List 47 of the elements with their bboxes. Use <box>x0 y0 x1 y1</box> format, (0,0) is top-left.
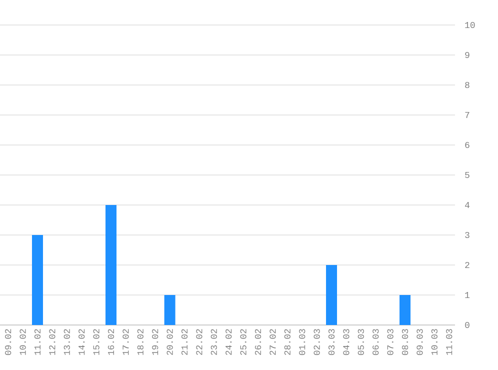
x-tick-label: 05.03 <box>358 329 364 355</box>
x-tick-label: 28.02 <box>284 329 290 355</box>
x-tick-label: 10.03 <box>431 329 438 355</box>
y-tick-label: 6 <box>465 142 470 148</box>
x-tick-label: 11.03 <box>446 329 452 355</box>
x-tick-label: 18.02 <box>137 329 144 355</box>
x-tick-label: 10.02 <box>20 329 26 355</box>
bar <box>32 235 43 325</box>
x-tick-label: 09.02 <box>5 329 12 355</box>
bar <box>164 295 176 325</box>
bar <box>105 205 116 325</box>
y-tick-label: 9 <box>465 52 470 58</box>
x-tick-label: 03.03 <box>328 329 335 355</box>
y-tick-label: 1 <box>465 292 470 298</box>
y-tick-label: 8 <box>465 82 470 88</box>
x-tick-label: 22.02 <box>196 329 202 355</box>
x-tick-label: 07.03 <box>387 329 394 355</box>
x-tick-label: 01.03 <box>299 329 306 355</box>
y-tick-label: 10 <box>465 22 475 28</box>
x-tick-label: 24.02 <box>226 329 232 355</box>
x-tick-label: 26.02 <box>254 329 262 355</box>
x-tick-label: 23.02 <box>210 329 217 355</box>
x-tick-label: 09.03 <box>416 329 423 355</box>
x-tick-label: 17.02 <box>122 329 129 355</box>
x-tick-label: 12.02 <box>49 329 56 355</box>
x-tick-label: 19.02 <box>152 329 158 355</box>
y-tick-label: 2 <box>465 262 470 268</box>
x-tick-label: 13.02 <box>64 329 70 355</box>
x-tick-label: 14.02 <box>78 329 85 355</box>
x-tick-label: 04.03 <box>343 329 350 355</box>
x-tick-label: 02.03 <box>314 329 320 355</box>
x-tick-label: 15.02 <box>93 329 100 355</box>
x-tick-label: 06.03 <box>372 329 379 355</box>
x-tick-label: 27.02 <box>270 329 276 355</box>
y-tick-label: 7 <box>465 112 470 118</box>
x-tick-label: 21.02 <box>181 329 188 355</box>
x-tick-label: 20.02 <box>166 329 173 355</box>
bar <box>400 295 411 325</box>
bar <box>326 265 338 325</box>
x-tick-label: 11.02 <box>34 329 41 355</box>
x-tick-label: 16.02 <box>108 329 114 355</box>
y-tick-label: 0 <box>465 322 470 328</box>
x-tick-label: 25.02 <box>240 329 246 355</box>
x-tick-label: 08.03 <box>402 329 408 355</box>
y-tick-label: 4 <box>464 202 470 208</box>
y-tick-label: 5 <box>465 172 470 178</box>
y-tick-label: 3 <box>465 232 470 238</box>
